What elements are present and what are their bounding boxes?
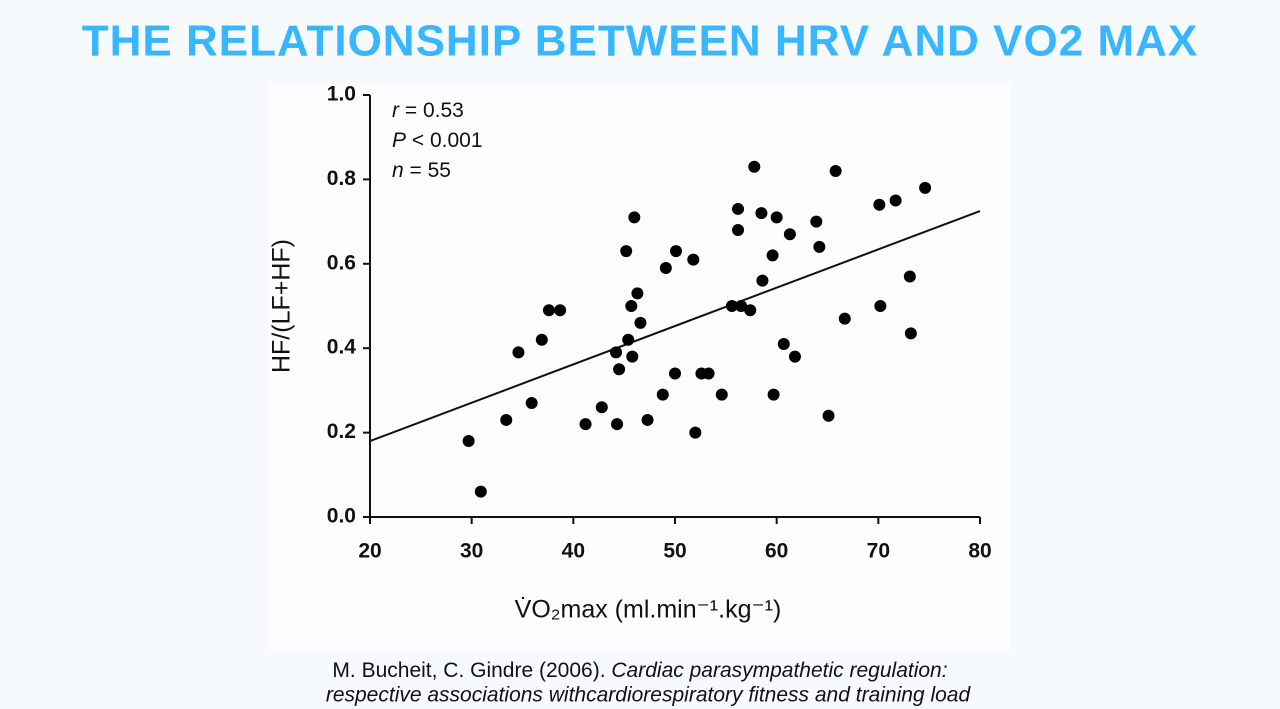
- y-tick-label: 0.2: [327, 420, 356, 443]
- citation: M. Bucheit, C. Gindre (2006). Cardiac pa…: [332, 659, 947, 682]
- annotation-symbol: r: [392, 99, 400, 122]
- point: [766, 249, 779, 262]
- citation-authors: M. Bucheit, C. Gindre (2006).: [332, 659, 605, 682]
- point: [732, 224, 745, 237]
- point: [628, 211, 641, 224]
- point: [656, 388, 669, 401]
- point: [813, 240, 826, 253]
- annotation-text: = 0.53: [405, 99, 464, 122]
- citation-title: respective associations withcardiorespir…: [326, 684, 972, 707]
- point: [919, 181, 932, 194]
- point: [810, 215, 823, 228]
- chart-panel: [268, 82, 1010, 650]
- point: [873, 198, 886, 211]
- point: [631, 287, 644, 300]
- point: [889, 194, 902, 207]
- x-tick-label: 20: [358, 540, 381, 563]
- point: [625, 300, 638, 312]
- point: [702, 367, 715, 380]
- trendline: [369, 210, 981, 442]
- point: [611, 418, 624, 431]
- point: [755, 207, 768, 220]
- point: [725, 300, 738, 312]
- annotation: n = 55: [392, 159, 451, 182]
- point: [689, 426, 702, 439]
- annotation-text: = 55: [410, 159, 451, 182]
- point: [874, 300, 887, 312]
- point: [904, 327, 917, 340]
- point: [474, 485, 487, 498]
- point: [535, 333, 548, 346]
- point: [512, 346, 525, 359]
- point: [626, 350, 639, 363]
- point: [788, 350, 801, 363]
- x-tick-label: 80: [968, 540, 991, 563]
- point: [767, 388, 780, 401]
- citation-title: Cardiac parasympathetic regulation:: [611, 659, 947, 682]
- point: [829, 164, 842, 177]
- point: [659, 262, 672, 275]
- point: [525, 397, 538, 410]
- point: [756, 274, 769, 287]
- point: [744, 304, 757, 317]
- x-tick-label: 60: [765, 540, 788, 563]
- point: [735, 300, 748, 312]
- x-tick-label: 30: [460, 540, 483, 563]
- point: [783, 228, 796, 241]
- point: [542, 304, 555, 317]
- point: [622, 333, 635, 346]
- point: [500, 413, 513, 426]
- y-tick-label: 0.4: [327, 336, 357, 359]
- point: [777, 337, 790, 350]
- annotation: P < 0.001: [392, 129, 483, 152]
- annotation-symbol: n: [392, 159, 404, 182]
- y-tick-label: 1.0: [327, 83, 356, 106]
- point: [903, 270, 916, 283]
- x-tick-label: 70: [867, 540, 890, 563]
- point: [822, 409, 835, 422]
- point: [838, 312, 851, 325]
- point: [687, 253, 700, 266]
- point: [579, 418, 592, 431]
- point: [595, 401, 608, 414]
- point: [620, 245, 633, 258]
- y-axis-label: HF/(LF+HF): [268, 239, 296, 373]
- point: [748, 160, 761, 173]
- y-tick-label: 0.8: [327, 167, 357, 190]
- y-tick-label: 0.6: [327, 251, 356, 274]
- x-axis-label: V̇O₂max (ml.min⁻¹.kg⁻¹): [515, 595, 782, 624]
- x-tick-label: 40: [562, 540, 585, 563]
- annotation-text: < 0.001: [412, 129, 483, 152]
- point: [610, 346, 623, 359]
- point: [462, 435, 475, 448]
- point: [613, 363, 626, 376]
- x-tick-label: 50: [663, 540, 686, 563]
- point: [554, 304, 567, 317]
- point: [641, 413, 654, 426]
- point: [670, 245, 683, 258]
- point: [715, 388, 728, 401]
- point: [770, 211, 783, 224]
- point: [669, 367, 681, 380]
- point: [634, 316, 647, 329]
- annotation-symbol: P: [392, 129, 406, 152]
- point: [732, 202, 745, 215]
- y-tick-label: 0.0: [327, 505, 356, 528]
- annotation: r = 0.53: [392, 99, 464, 122]
- title: THE RELATIONSHIP BETWEEN HRV AND VO2 MAX: [82, 17, 1198, 66]
